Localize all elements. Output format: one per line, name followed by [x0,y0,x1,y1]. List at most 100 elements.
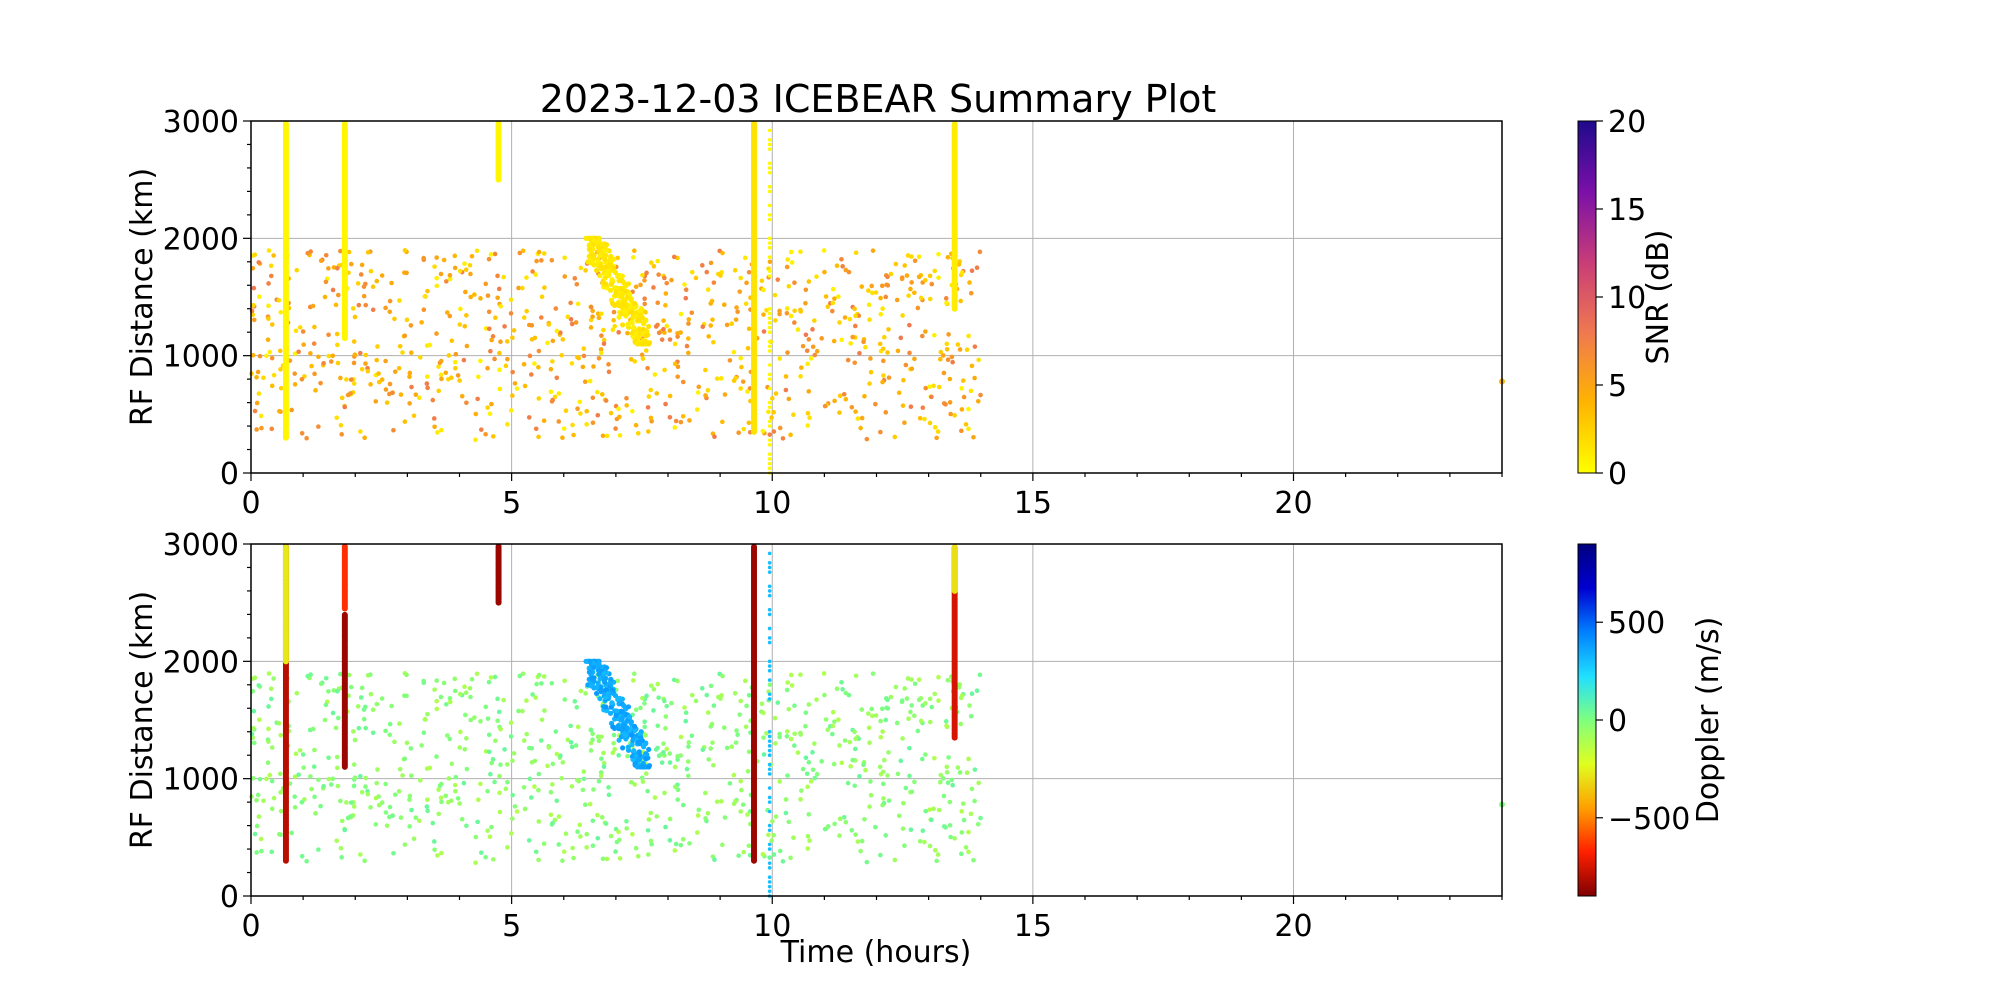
data-point [880,802,885,808]
data-point [590,843,596,849]
data-point [935,429,941,434]
data-point [578,411,583,416]
data-point [255,792,261,798]
data-point [864,436,870,442]
data-point [392,792,398,797]
data-point [326,755,331,761]
streak-point [767,306,772,311]
data-point [920,828,926,834]
data-point [837,410,842,415]
data-point [419,320,424,325]
data-point [866,302,872,308]
data-point [559,352,565,358]
data-point [968,811,974,817]
data-point [680,413,686,419]
data-point [969,363,975,369]
data-point [392,316,397,322]
data-point [510,792,515,798]
data-point [941,793,947,799]
data-point [858,425,863,431]
data-point [571,855,576,861]
data-point [458,729,463,735]
data-point [675,364,681,370]
data-point [559,775,565,781]
data-point [823,294,829,299]
data-point [944,346,950,352]
data-point [662,367,667,373]
data-point [843,819,849,825]
data-point [806,760,812,765]
data-point [352,314,358,320]
data-point [978,815,983,821]
data-point [712,857,717,862]
data-point [944,300,949,306]
data-point [475,819,480,825]
data-point [490,757,496,762]
data-point [536,771,542,777]
data-point [783,810,789,816]
data-point [299,430,305,436]
data-point [575,406,580,411]
cluster-point [608,257,614,263]
x-tick-label: 15 [1014,486,1052,521]
data-point [581,353,587,359]
cluster-point [622,732,628,739]
data-point [719,376,724,381]
data-point [900,736,905,741]
streak-point [767,255,772,259]
data-point [761,735,766,740]
data-point [504,339,510,344]
data-point [251,317,257,323]
cluster-point [618,708,625,714]
data-point [613,426,618,431]
data-point [830,286,836,292]
data-point [870,290,875,296]
data-point [746,843,752,849]
data-point [805,423,811,428]
data-point [807,838,812,844]
cluster-point [637,756,643,762]
data-point [864,859,870,865]
data-point [510,758,515,764]
data-point [936,674,941,680]
data-point [822,269,827,275]
data-point [292,382,298,387]
data-point [365,673,371,678]
data-point [250,352,256,358]
cluster-point [631,723,638,730]
data-point [788,249,794,255]
data-point [268,686,274,692]
data-point [330,287,336,293]
data-point [711,762,716,768]
data-point [402,248,408,253]
data-point [804,348,810,354]
data-point [929,394,934,400]
data-point [821,248,827,253]
data-point [449,338,455,344]
data-point [927,719,933,725]
data-point [839,760,845,766]
data-point [584,422,589,427]
data-point [784,733,790,739]
data-point [885,274,890,280]
data-point [461,780,467,786]
data-point [625,753,630,759]
data-point [812,352,818,358]
data-point [438,372,444,378]
data-point [744,703,749,709]
data-point [292,794,298,799]
data-point [538,315,544,320]
data-point [832,719,837,724]
streak-point [767,349,772,353]
data-point [922,416,927,422]
data-point [950,359,955,365]
data-point [251,302,256,308]
data-point [424,804,430,809]
data-point [843,267,849,273]
data-point [927,273,933,279]
data-point [368,382,373,387]
data-point [964,347,970,353]
data-point [667,837,673,843]
data-point [312,324,317,330]
data-point [464,313,469,318]
